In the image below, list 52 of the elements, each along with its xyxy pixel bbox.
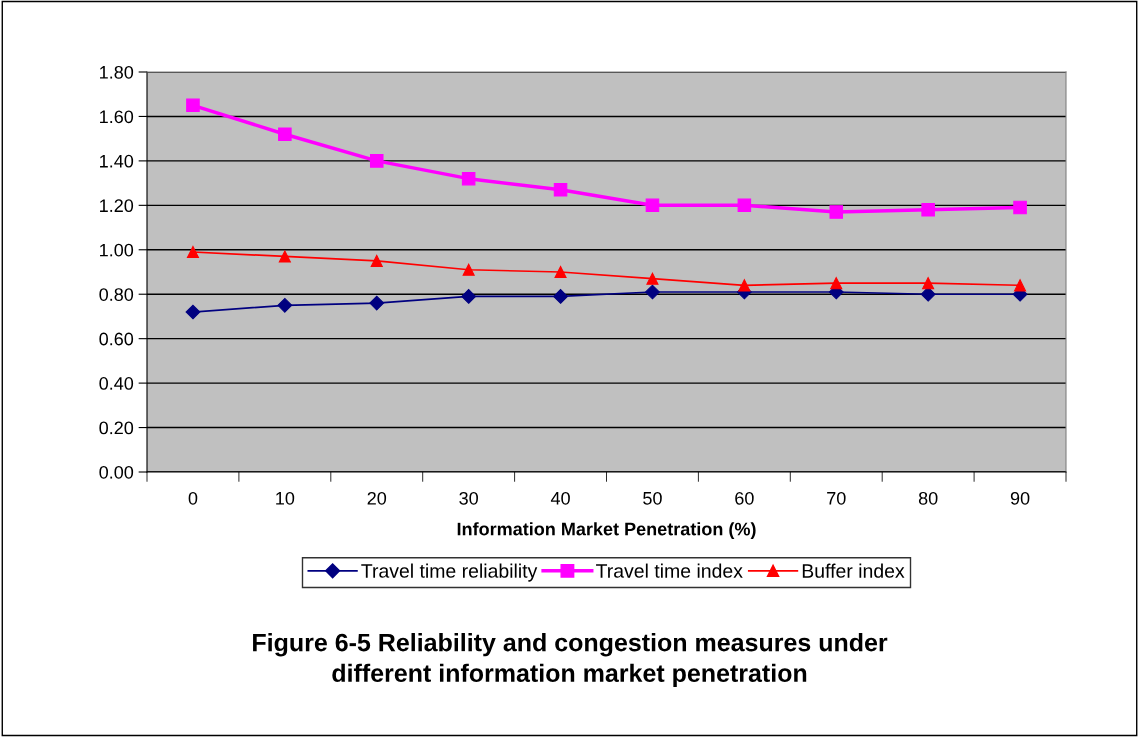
point <box>830 277 843 290</box>
x-tick-label: 70 <box>827 491 846 505</box>
x-tick-label: 60 <box>735 491 754 505</box>
y-tick-label: 1.40 <box>100 154 134 168</box>
point <box>737 198 752 213</box>
x-tick-label: 50 <box>643 491 662 505</box>
y-tick-label: 0.00 <box>99 465 134 479</box>
point <box>554 265 567 279</box>
point <box>553 183 568 197</box>
point <box>1013 279 1027 292</box>
point <box>462 263 475 276</box>
point <box>186 245 200 259</box>
x-tick-label: 0 <box>188 491 198 505</box>
point <box>1013 200 1027 215</box>
x-axis-title: Information Market Penetration (%) <box>457 522 756 539</box>
x-tick-label: 80 <box>918 491 938 505</box>
legend-label: Travel time reliability <box>361 563 538 582</box>
y-tick-label: 0.40 <box>99 377 134 390</box>
point <box>277 297 293 313</box>
y-tick-label: 1.00 <box>100 243 134 257</box>
y-tick-label: 1.80 <box>100 65 134 79</box>
legend-label: Buffer index <box>802 563 905 578</box>
point <box>738 279 751 292</box>
x-tick-label: 40 <box>550 491 570 505</box>
point <box>922 277 935 290</box>
y-tick-label: 1.20 <box>100 199 134 213</box>
point <box>461 289 477 304</box>
point <box>185 304 201 320</box>
x-tick-label: 10 <box>276 491 295 505</box>
point <box>370 254 383 267</box>
point <box>645 284 660 300</box>
point <box>920 286 936 302</box>
y-tick-label: 0.60 <box>99 332 134 346</box>
point <box>829 205 844 219</box>
x-tick-label: 20 <box>367 491 387 505</box>
x-tick-label: 90 <box>1010 491 1030 505</box>
legend-label: Travel time index <box>596 563 743 578</box>
point <box>278 127 292 141</box>
point <box>278 250 291 263</box>
point <box>645 198 660 213</box>
point <box>461 171 476 186</box>
point <box>369 154 384 168</box>
point <box>369 295 385 311</box>
y-tick-label: 1.60 <box>100 110 134 124</box>
point <box>921 203 935 217</box>
x-tick-label: 30 <box>459 491 478 505</box>
y-tick-label: 0.80 <box>99 288 134 301</box>
point <box>646 272 659 285</box>
point <box>553 289 568 304</box>
y-tick-label: 0.20 <box>99 421 134 435</box>
point <box>186 98 200 113</box>
text: Figure 6-5 Reliability and congestion measures under different information market penetration <box>253 633 888 687</box>
